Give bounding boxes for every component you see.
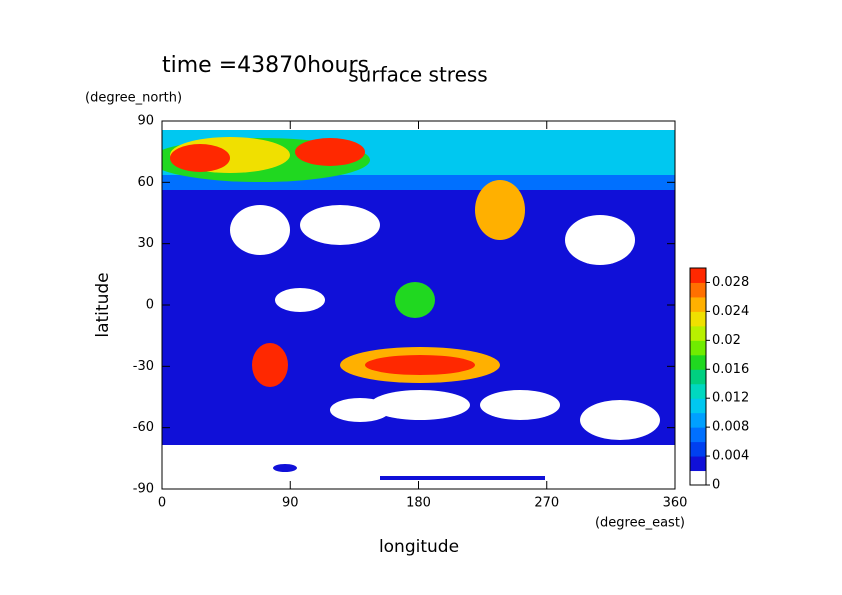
subtitle: time =43870hours <box>162 53 369 78</box>
colorbar-segment <box>690 383 706 399</box>
contour-field <box>162 130 675 480</box>
colorbar-segment <box>690 456 706 472</box>
colorbar-tick-label: 0.016 <box>712 362 749 377</box>
colorbar-segment <box>690 325 706 341</box>
colorbar-segment <box>690 398 706 414</box>
colorbar-segment <box>690 470 706 486</box>
colorbar-tick-label: 0.028 <box>712 275 749 290</box>
chart-title: surface stress <box>348 63 487 87</box>
y-tick-label: 90 <box>137 114 154 129</box>
x-unit: (degree_east) <box>595 516 685 531</box>
x-tick-label: 0 <box>158 496 166 511</box>
colorbar-segment <box>690 441 706 457</box>
colorbar-tick-label: 0.004 <box>712 449 749 464</box>
colorbar-segment <box>690 311 706 327</box>
x-tick-label: 90 <box>282 496 299 511</box>
colorbar-segment <box>690 340 706 356</box>
x-tick-label: 180 <box>406 496 431 511</box>
colorbar-tick-label: 0.024 <box>712 304 749 319</box>
colorbar-segment <box>690 282 706 298</box>
x-axis-label: longitude <box>379 537 459 557</box>
x-tick-label: 270 <box>534 496 559 511</box>
colorbar-segment <box>690 412 706 428</box>
colorbar-segment <box>690 268 706 283</box>
y-tick-label: 0 <box>146 298 154 313</box>
colorbar-segment <box>690 296 706 312</box>
colorbar-tick-label: 0.02 <box>712 333 741 348</box>
y-tick-label: -30 <box>133 359 154 374</box>
y-tick-label: 30 <box>137 236 154 251</box>
x-tick-label: 360 <box>663 496 688 511</box>
y-tick-label: -90 <box>133 482 154 497</box>
colorbar-segment <box>690 369 706 385</box>
y-tick-label: 60 <box>137 175 154 190</box>
colorbar-tick-label: 0 <box>712 478 720 493</box>
colorbar-segment <box>690 354 706 370</box>
y-axis-label: latitude <box>93 272 113 337</box>
colorbar-segment <box>690 427 706 443</box>
y-tick-label: -60 <box>133 420 154 435</box>
colorbar-tick-label: 0.012 <box>712 391 749 406</box>
y-unit: (degree_north) <box>85 91 182 106</box>
colorbar-frame <box>689 267 707 486</box>
colorbar-tick-label: 0.008 <box>712 420 749 435</box>
